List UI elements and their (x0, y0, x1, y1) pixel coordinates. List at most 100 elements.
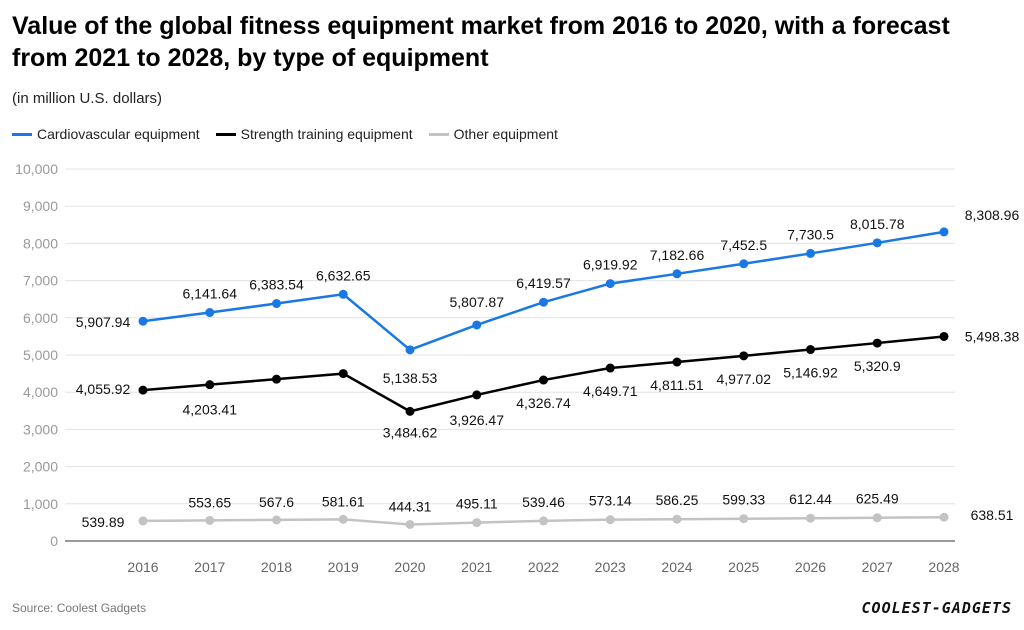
y-tick-label: 3,000 (23, 421, 58, 437)
data-point (605, 515, 615, 525)
data-point (872, 513, 882, 523)
data-label: 5,320.9 (854, 358, 901, 374)
legend-item-strength: Strength training equipment (215, 126, 413, 142)
y-tick-label: 8,000 (23, 235, 58, 251)
data-label: 612.44 (789, 491, 832, 507)
data-point (472, 390, 482, 400)
source-note: Source: Coolest Gadgets (12, 601, 147, 615)
legend-label-cardiovascular: Cardiovascular equipment (37, 126, 200, 142)
data-point (405, 345, 415, 355)
data-label: 567.6 (259, 494, 294, 510)
data-point (272, 515, 281, 525)
chart-title: Value of the global fitness equipment ma… (12, 12, 950, 72)
x-tick-label: 2024 (661, 559, 692, 575)
x-tick-label: 2025 (728, 559, 759, 575)
data-point (672, 357, 682, 367)
legend-swatch-cardiovascular (12, 132, 32, 136)
data-label: 6,419.57 (516, 275, 571, 291)
data-point (739, 351, 749, 361)
data-label: 586.25 (656, 492, 699, 508)
data-label: 7,452.5 (720, 237, 767, 253)
data-label: 625.49 (856, 491, 899, 507)
data-point (806, 248, 815, 258)
data-label: 6,919.92 (583, 257, 638, 273)
y-tick-label: 1,000 (23, 496, 58, 512)
x-tick-label: 2022 (528, 559, 559, 575)
data-label: 4,977.02 (717, 371, 772, 387)
data-point (539, 516, 548, 526)
x-tick-label: 2017 (194, 559, 225, 575)
data-label: 444.31 (389, 498, 432, 514)
data-label: 6,141.64 (183, 286, 238, 302)
data-label: 4,326.74 (516, 395, 571, 411)
legend-swatch-other (428, 132, 449, 136)
data-point (739, 514, 749, 524)
x-tick-label: 2028 (928, 559, 959, 575)
chart-legend: Cardiovascular equipment Strength traini… (12, 126, 574, 142)
data-label: 4,203.41 (183, 402, 238, 418)
data-label: 8,308.96 (965, 207, 1020, 223)
legend-item-other: Other equipment (428, 126, 558, 142)
data-point (338, 514, 348, 524)
data-point (739, 259, 749, 269)
data-point (672, 269, 682, 279)
data-point (338, 369, 348, 379)
x-tick-label: 2026 (795, 559, 826, 575)
x-tick-label: 2020 (394, 559, 425, 575)
data-point (138, 385, 148, 395)
data-label: 6,383.54 (249, 277, 304, 293)
data-label: 4,055.92 (76, 381, 131, 397)
chart-subtitle: (in million U.S. dollars) (12, 90, 163, 107)
data-label: 553.65 (188, 494, 231, 510)
y-tick-label: 2,000 (23, 459, 58, 475)
data-point (806, 345, 815, 355)
data-point (472, 320, 482, 330)
data-point (605, 363, 615, 373)
data-label: 5,146.92 (783, 365, 838, 381)
y-tick-label: 5,000 (23, 347, 58, 363)
data-point (939, 227, 949, 237)
data-label: 6,632.65 (316, 267, 371, 283)
data-point (939, 512, 949, 522)
y-tick-label: 6,000 (23, 310, 58, 326)
legend-label-other: Other equipment (453, 126, 558, 142)
data-point (605, 279, 615, 289)
data-point (205, 380, 215, 390)
legend-swatch-strength (215, 132, 236, 136)
data-label: 4,649.71 (583, 383, 638, 399)
data-point (539, 375, 548, 385)
y-tick-label: 7,000 (23, 273, 58, 289)
data-label: 5,498.38 (965, 328, 1020, 344)
data-point (806, 513, 815, 523)
data-point (205, 308, 215, 318)
data-point (872, 338, 882, 348)
data-label: 5,907.94 (76, 314, 131, 330)
x-tick-label: 2019 (328, 559, 359, 575)
y-tick-label: 9,000 (23, 198, 58, 214)
x-tick-label: 2023 (595, 559, 626, 575)
y-tick-label: 10,000 (15, 161, 58, 177)
data-label: 3,926.47 (450, 412, 505, 428)
data-point (338, 289, 348, 299)
data-point (205, 515, 215, 525)
data-point (405, 406, 415, 416)
data-point (872, 238, 882, 248)
data-label: 581.61 (322, 493, 365, 509)
legend-item-cardiovascular: Cardiovascular equipment (12, 126, 200, 142)
data-label: 5,807.87 (450, 294, 505, 310)
data-point (539, 297, 548, 307)
x-tick-label: 2027 (862, 559, 893, 575)
data-point (138, 516, 148, 526)
data-point (672, 514, 682, 524)
data-point (405, 519, 415, 529)
data-label: 599.33 (722, 492, 765, 508)
x-tick-label: 2018 (261, 559, 292, 575)
data-label: 638.51 (971, 507, 1014, 523)
data-label: 539.89 (82, 514, 125, 530)
data-label: 5,138.53 (383, 370, 438, 386)
y-tick-label: 4,000 (23, 384, 58, 400)
legend-label-strength: Strength training equipment (240, 126, 413, 142)
data-label: 8,015.78 (850, 216, 905, 232)
data-point (272, 299, 281, 309)
